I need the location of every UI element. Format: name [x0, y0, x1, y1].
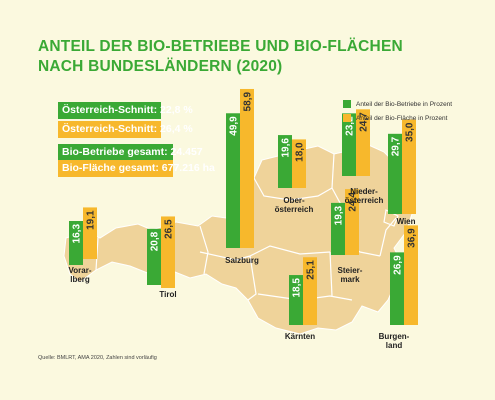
state-label-kaernten: Kärnten: [285, 332, 315, 341]
bar-betriebe-steiermark: [331, 202, 345, 255]
summary-flaeche-gesamt: Bio-Fläche gesamt: 677.216 ha: [58, 160, 215, 177]
summary-betriebe-gesamt: Bio-Betriebe gesamt: 24.457: [58, 144, 203, 161]
bar-betriebe-burgenland: [390, 252, 404, 325]
value-label-flaeche-niederoesterreich: 24,7: [359, 112, 370, 132]
bar-flaeche-kaernten: [303, 257, 317, 325]
state-label-salzburg: Salzburg: [225, 256, 259, 265]
state-label-niederoesterreich: Nieder-österreich: [345, 187, 384, 205]
state-label-vorarlberg: Vorar-lberg: [69, 266, 92, 284]
bar-betriebe-vorarlberg: [69, 220, 83, 265]
state-label-steiermark: Steier-mark: [338, 266, 363, 284]
state-label-tirol: Tirol: [159, 290, 176, 299]
value-label-betriebe-kaernten: 18,5: [292, 278, 303, 298]
value-label-flaeche-vorarlberg: 19,1: [86, 210, 97, 230]
legend-item-flaeche: Anteil der Bio-Fläche in Prozent: [343, 113, 447, 124]
value-label-flaeche-oberoesterreich: 18,0: [295, 142, 306, 162]
chart-title-line-2: NACH BUNDESLÄNDERN (2020): [38, 58, 283, 75]
legend-swatch-flaeche: [343, 114, 351, 123]
summary-betriebe-schnitt: Österreich-Schnitt: 22,8 %: [58, 102, 193, 119]
bar-flaeche-niederoesterreich: [356, 109, 370, 176]
value-label-flaeche-wien: 35,0: [405, 122, 416, 142]
legend-label-betriebe: Anteil der Bio-Betriebe in Prozent: [356, 101, 453, 108]
value-label-flaeche-tirol: 26,5: [164, 219, 175, 239]
value-label-flaeche-salzburg: 58,9: [243, 92, 254, 112]
state-label-wien: Wien: [396, 217, 415, 226]
bar-flaeche-oberoesterreich: [292, 139, 306, 188]
bar-betriebe-niederoesterreich: [342, 113, 356, 176]
bar-flaeche-steiermark: [345, 189, 359, 255]
bar-flaeche-burgenland: [404, 225, 418, 325]
source-note: Quelle: BMLRT, AMA 2020, Zahlen sind vor…: [38, 355, 157, 361]
value-label-betriebe-burgenland: 26,9: [393, 255, 404, 275]
bar-betriebe-tirol: [147, 228, 161, 285]
value-label-betriebe-oberoesterreich: 19,6: [281, 138, 292, 158]
value-label-betriebe-wien: 29,7: [391, 136, 402, 156]
value-label-betriebe-steiermark: 19,3: [334, 205, 345, 225]
bar-flaeche-vorarlberg: [83, 207, 97, 259]
legend-label-flaeche: Anteil der Bio-Fläche in Prozent: [356, 115, 448, 122]
value-label-flaeche-kaernten: 25,1: [306, 260, 317, 280]
value-label-betriebe-vorarlberg: 16,3: [72, 224, 83, 244]
bar-flaeche-salzburg: [240, 88, 254, 248]
value-label-flaeche-steiermark: 24,4: [348, 192, 359, 212]
summary-flaeche-schnitt: Österreich-Schnitt: 26,4 %: [58, 121, 193, 138]
bar-betriebe-wien: [388, 133, 402, 214]
state-label-oberoesterreich: Ober-österreich: [275, 196, 314, 214]
bar-betriebe-kaernten: [289, 275, 303, 325]
bar-flaeche-wien: [402, 119, 416, 214]
bar-flaeche-tirol: [161, 216, 175, 288]
legend-swatch-betriebe: [343, 100, 351, 109]
value-label-betriebe-niederoesterreich: 23,2: [345, 116, 356, 136]
bar-betriebe-salzburg: [226, 113, 240, 249]
value-label-flaeche-burgenland: 36,9: [407, 228, 418, 248]
chart-title-line-1: ANTEIL DER BIO-BETRIEBE UND BIO-FLÄCHEN: [38, 38, 403, 55]
value-label-betriebe-salzburg: 49,9: [229, 116, 240, 136]
value-label-betriebe-tirol: 20,8: [150, 231, 161, 251]
legend-item-betriebe: Anteil der Bio-Betriebe in Prozent: [343, 99, 452, 110]
bar-betriebe-oberoesterreich: [278, 135, 292, 188]
state-label-burgenland: Burgen-land: [379, 332, 410, 350]
